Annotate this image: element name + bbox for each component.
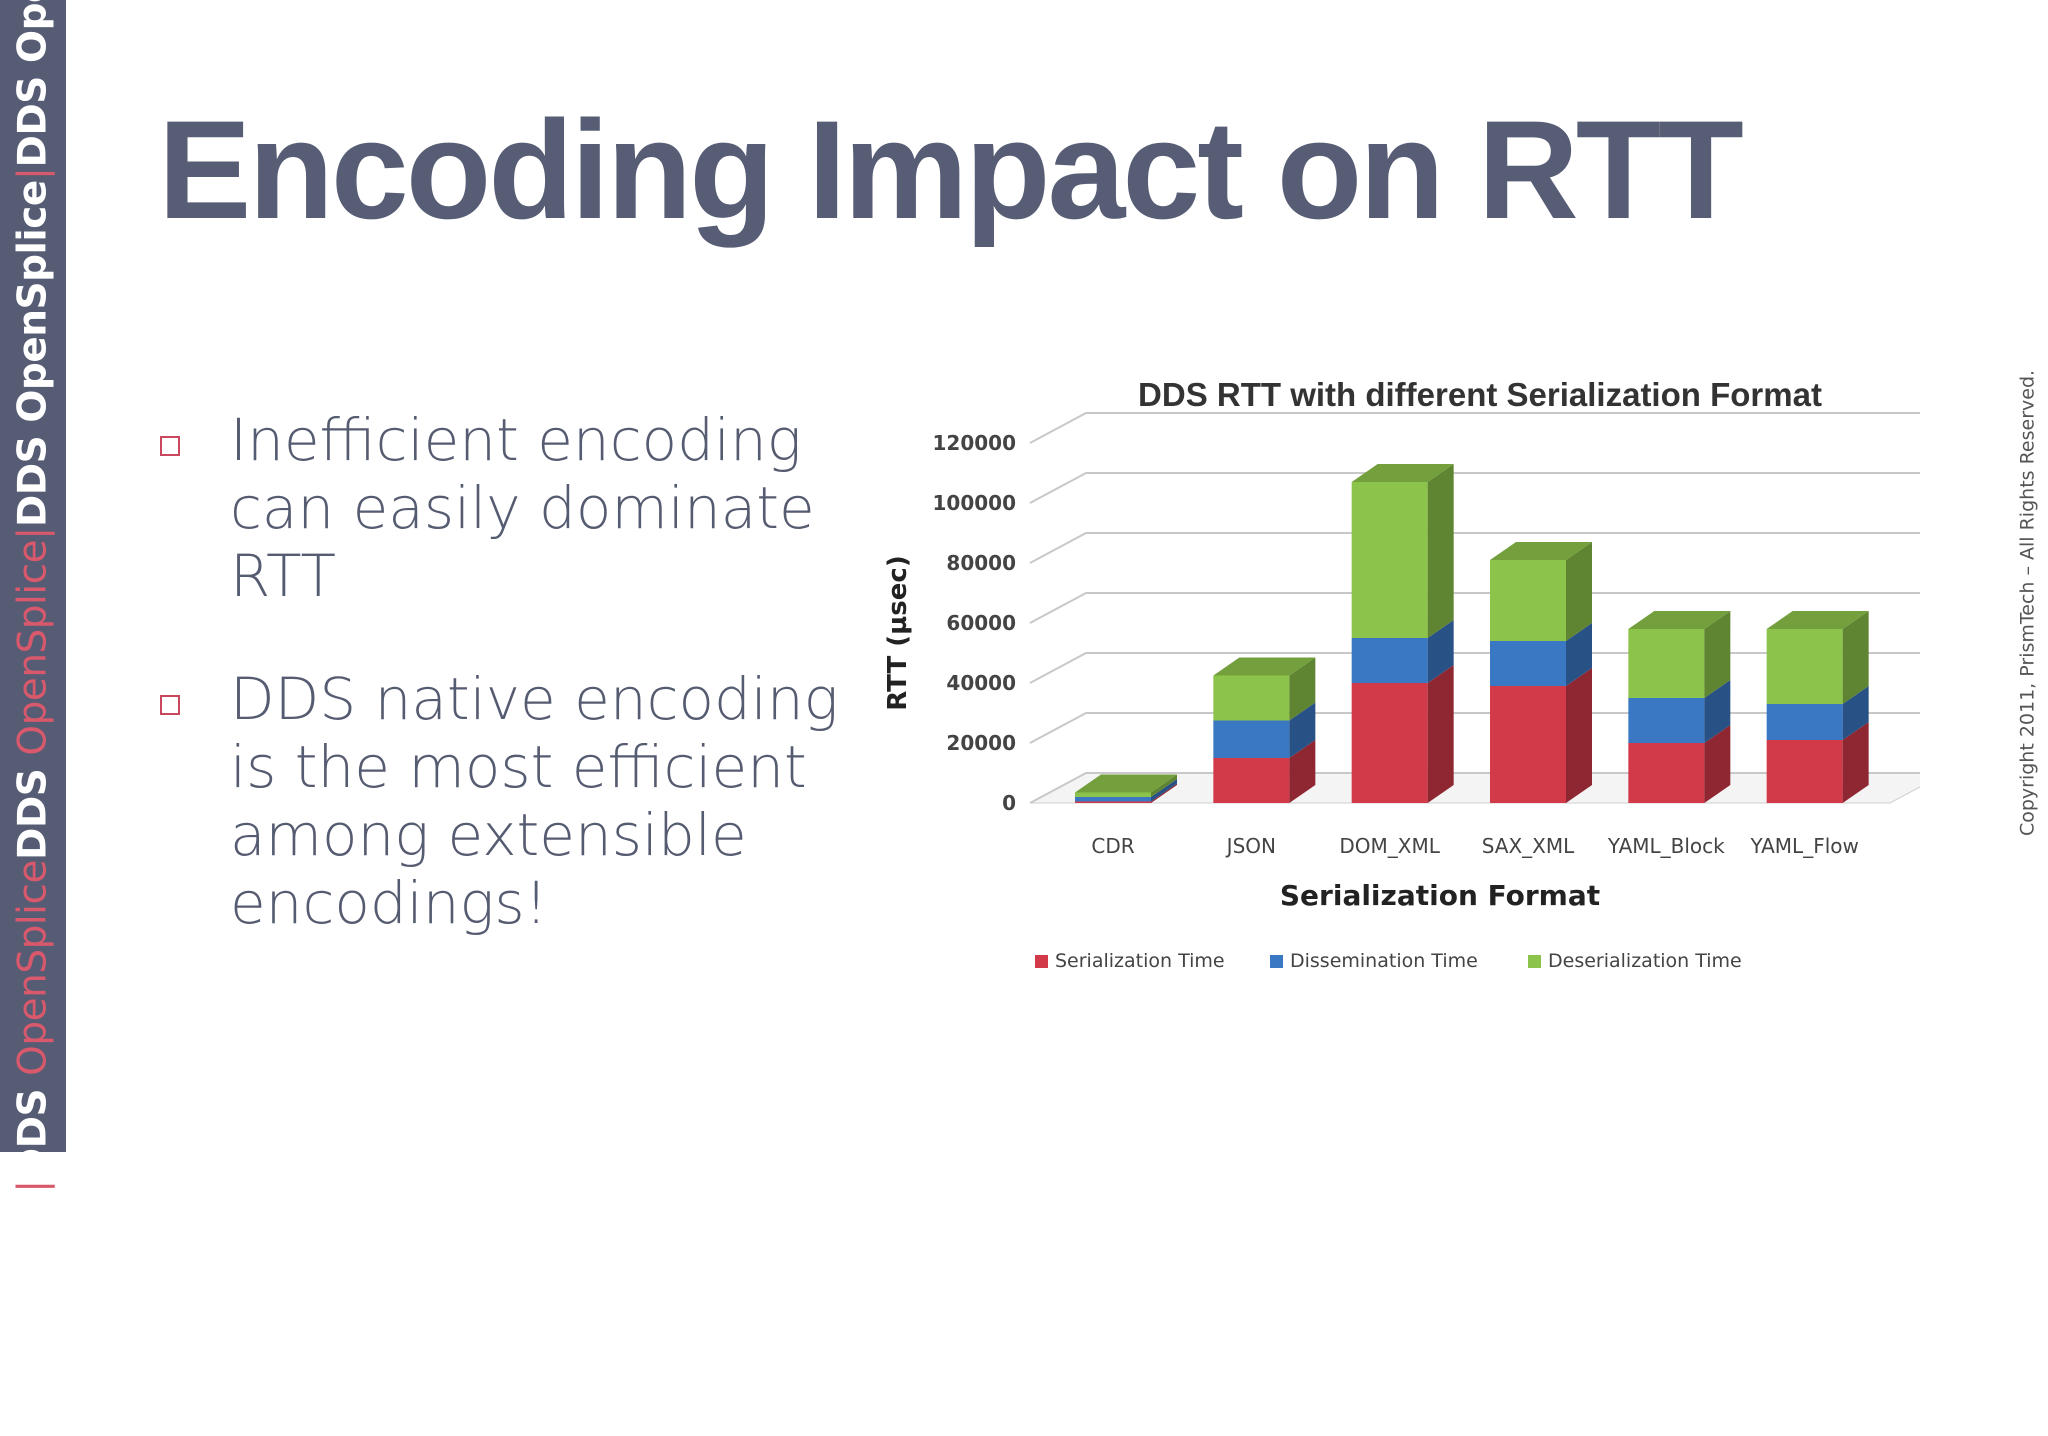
sidebar-brand-segment: OpenSplice xyxy=(10,860,56,1076)
bar-segment-json-serialization-time xyxy=(1213,758,1290,803)
bar-segment-json-dissemination-time xyxy=(1213,720,1290,758)
bar-top-face xyxy=(1628,611,1731,629)
sidebar-brand-segment: | xyxy=(10,1180,56,1193)
y-tick-label: 120000 xyxy=(933,431,1017,455)
bullet-text: DDS native encoding is the most efficien… xyxy=(230,665,839,937)
bar-segment-yaml_block-deserialization-time xyxy=(1628,629,1705,698)
y-tick-label: 0 xyxy=(1002,791,1016,815)
bullet-square-icon xyxy=(160,695,180,715)
bar-segment-cdr-deserialization-time xyxy=(1075,792,1151,797)
sidebar-brand-segment: | xyxy=(10,167,56,181)
sidebar-brand-segment: OpenSplice xyxy=(10,180,56,423)
y-tick-label: 100000 xyxy=(933,491,1017,515)
legend-entry: Deserialization Time xyxy=(1548,950,1742,972)
sidebar-brand-segment: OpenSplice xyxy=(10,1192,56,1436)
x-tick-label: JSON xyxy=(1225,834,1276,858)
bar-segment-yaml_flow-dissemination-time xyxy=(1766,704,1843,740)
bar-segment-yaml_flow-serialization-time xyxy=(1766,740,1843,803)
sidebar-brand-segment: DDS xyxy=(10,755,56,861)
bar-segment-cdr-dissemination-time xyxy=(1075,797,1151,802)
x-tick-label: CDR xyxy=(1091,834,1134,858)
legend-swatch xyxy=(1528,955,1541,968)
gridline xyxy=(1029,532,1920,564)
bar-segment-dom_xml-dissemination-time xyxy=(1351,638,1428,683)
bar-segment-yaml_block-dissemination-time xyxy=(1628,698,1705,743)
bar-segment-sax_xml-dissemination-time xyxy=(1490,641,1566,686)
bar-segment-dom_xml-deserialization-time xyxy=(1351,482,1428,638)
sidebar-brand-segment: OpenSplice xyxy=(11,0,56,63)
sidebar-brand-segment: DDS xyxy=(10,63,56,168)
bar-side-segment xyxy=(1289,702,1316,758)
copyright-notice: Copyright 2011, PrismTech – All Rights R… xyxy=(2016,369,2039,837)
chart-title: DDS RTT with different Serialization For… xyxy=(1138,376,1822,413)
x-tick-label: DOM_XML xyxy=(1339,834,1440,858)
legend-swatch xyxy=(1035,955,1048,968)
bar-side-segment xyxy=(1427,620,1454,683)
sidebar-brand-segment: | xyxy=(10,527,56,540)
bar-top-face xyxy=(1766,611,1869,629)
bar-side-segment xyxy=(1427,665,1454,803)
bar-top-face xyxy=(1490,542,1592,560)
bar-segment-dom_xml-serialization-time xyxy=(1351,683,1428,803)
bar-segment-yaml_flow-deserialization-time xyxy=(1766,629,1843,704)
bar-side-segment xyxy=(1427,464,1454,638)
gridline xyxy=(1029,472,1920,504)
sidebar-brand-segment: OpenSplice xyxy=(10,539,56,756)
bar-top-face xyxy=(1213,657,1316,676)
gridline xyxy=(1029,592,1920,624)
legend-entry: Dissemination Time xyxy=(1290,950,1478,972)
bar-segment-yaml_block-serialization-time xyxy=(1628,743,1705,803)
bar-segment-json-deserialization-time xyxy=(1213,675,1290,721)
bar-side-segment xyxy=(1842,686,1869,740)
bar-side-segment xyxy=(1842,722,1869,803)
bar-side-segment xyxy=(1566,542,1592,641)
bar-side-segment xyxy=(1704,725,1731,803)
y-tick-label: 80000 xyxy=(946,551,1016,575)
bar-side-segment xyxy=(1289,657,1316,721)
bullet-text: Inefficient encoding can easily dominate… xyxy=(230,406,815,610)
bar-side-segment xyxy=(1566,623,1592,686)
bar-side-segment xyxy=(1289,740,1316,803)
bullet-square-icon xyxy=(160,436,180,456)
sidebar-brand-segment: DDS xyxy=(10,1075,56,1181)
bar-segment-sax_xml-serialization-time xyxy=(1490,686,1566,803)
y-tick-label: 60000 xyxy=(946,611,1016,635)
bar-segment-cdr-serialization-time xyxy=(1075,801,1151,803)
gridline xyxy=(1029,412,1920,444)
bar-segment-sax_xml-deserialization-time xyxy=(1490,560,1566,641)
brand-sidebar: OpenSplice|DDS OpenSpliceDDS OpenSplice|… xyxy=(0,0,66,1436)
legend-swatch xyxy=(1270,955,1283,968)
y-axis-label: RTT (µsec) xyxy=(883,555,913,710)
bar-side-segment xyxy=(1151,779,1177,802)
bar-side-segment xyxy=(1566,668,1592,803)
x-tick-label: SAX_XML xyxy=(1482,834,1575,858)
slide-title: Encoding Impact on RTT xyxy=(158,91,1744,248)
y-tick-label: 40000 xyxy=(946,671,1016,695)
x-tick-label: YAML_Flow xyxy=(1749,834,1858,858)
bar-side-segment xyxy=(1704,611,1731,698)
bar-top-face xyxy=(1351,464,1454,482)
legend-entry: Serialization Time xyxy=(1055,950,1225,972)
y-tick-label: 20000 xyxy=(946,731,1016,755)
bar-side-segment xyxy=(1151,774,1177,797)
sidebar-brand-segment: DDS xyxy=(10,422,56,528)
bar-top-face xyxy=(1075,774,1177,793)
bar-side-segment xyxy=(1704,680,1731,743)
x-tick-label: YAML_Block xyxy=(1607,834,1725,858)
rtt-bar-chart: DDS RTT with different Serialization For… xyxy=(883,376,1920,972)
sidebar-brand-text: OpenSplice|DDS OpenSpliceDDS OpenSplice|… xyxy=(10,0,56,1436)
bar-side-segment xyxy=(1842,611,1869,704)
bar-side-segment xyxy=(1151,783,1177,803)
x-axis-label: Serialization Format xyxy=(1280,879,1600,912)
